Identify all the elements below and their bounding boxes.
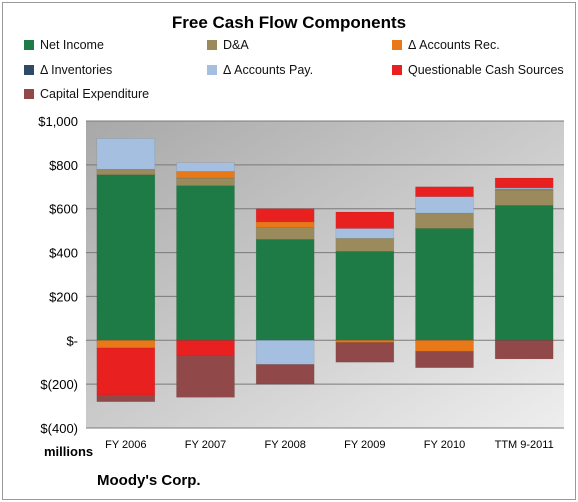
- bar-segment: [176, 171, 235, 179]
- legend-item-inventories: Δ Inventories: [24, 63, 112, 77]
- bar-segment: [415, 350, 474, 368]
- bar-segment: [255, 364, 315, 385]
- bar-segment: [96, 168, 156, 176]
- legend-label-inventories: Δ Inventories: [40, 63, 113, 77]
- x-axis-ticks: FY 2006 FY 2007 FY 2008 FY 2009 FY 2010 TTM 9…: [105, 439, 554, 451]
- y-tick-label: $400: [49, 246, 78, 261]
- bar-segment: [415, 228, 474, 341]
- bar-segment: [335, 339, 395, 343]
- legend-swatch-net-income: [24, 40, 34, 50]
- bar-segment: [255, 227, 315, 240]
- bar-segment: [335, 238, 395, 252]
- bar-segment: [494, 205, 554, 341]
- bar-segment: [96, 394, 156, 402]
- bar-segment: [415, 196, 474, 214]
- legend-label-questionable-cash: Questionable Cash Sources: [408, 63, 564, 77]
- bar-segment: [494, 177, 554, 189]
- legend-item-questionable-cash: Questionable Cash Sources: [392, 63, 564, 77]
- legend-label-net-income: Net Income: [40, 38, 104, 52]
- bar-segment: [494, 339, 554, 360]
- bar-segment: [335, 342, 395, 363]
- bar-segment: [255, 339, 315, 365]
- y-tick-label: $800: [49, 158, 78, 173]
- bar-segment: [96, 138, 156, 170]
- y-tick-label: $1,000: [38, 114, 78, 129]
- bars: [96, 138, 554, 402]
- bar-segment: [176, 339, 235, 356]
- bar-segment: [335, 228, 395, 239]
- legend-swatch-capital-expenditure: [24, 89, 34, 99]
- legend-swatch-d-and-a: [207, 40, 217, 50]
- bar-segment: [96, 339, 156, 349]
- legend-swatch-accounts-rec: [392, 40, 402, 50]
- bar-segment: [335, 251, 395, 341]
- legend-swatch-accounts-pay: [207, 65, 217, 75]
- legend-label-accounts-pay: Δ Accounts Pay.: [223, 63, 314, 77]
- bar-segment: [415, 339, 474, 352]
- x-tick-label: FY 2010: [424, 439, 465, 451]
- x-tick-label: FY 2006: [105, 439, 146, 451]
- y-axis-ticks: $1,000 $800 $600 $400 $200 $- $(200) $(400): [38, 114, 78, 436]
- bar-segment: [96, 174, 156, 341]
- y-tick-label: $200: [49, 289, 78, 304]
- legend-swatch-questionable-cash: [392, 65, 402, 75]
- bar-segment: [494, 189, 554, 206]
- bar-segment: [415, 186, 474, 197]
- y-tick-label: $600: [49, 202, 78, 217]
- bar-segment: [255, 239, 315, 341]
- bar-segment: [176, 177, 235, 186]
- legend-item-capital-expenditure: Capital Expenditure: [24, 87, 149, 101]
- x-tick-label: TTM 9-2011: [495, 439, 554, 451]
- legend-item-accounts-rec: Δ Accounts Rec.: [392, 38, 500, 52]
- bar-segment: [176, 355, 235, 398]
- legend-item-d-and-a: D&A: [207, 38, 249, 52]
- bar-segment: [335, 211, 395, 229]
- bar-segment: [96, 347, 156, 396]
- legend-label-d-and-a: D&A: [223, 38, 249, 52]
- y-tick-label: $-: [66, 333, 78, 348]
- legend-label-accounts-rec: Δ Accounts Rec.: [408, 38, 500, 52]
- unit-label: millions: [44, 444, 93, 459]
- x-tick-label: FY 2009: [344, 439, 385, 451]
- gridlines: [86, 120, 564, 429]
- chart-title: Free Cash Flow Components: [171, 13, 407, 32]
- legend-swatch-inventories: [24, 65, 34, 75]
- plot-area: [86, 121, 564, 428]
- bar-segment: [415, 212, 474, 229]
- y-tick-label: $(200): [40, 377, 78, 392]
- bar-segment: [176, 185, 235, 341]
- bar-segment: [176, 162, 235, 172]
- legend-item-accounts-pay: Δ Accounts Pay.: [207, 63, 313, 77]
- y-tick-label: $(400): [40, 421, 78, 436]
- legend-item-net-income: Net Income: [24, 38, 104, 52]
- bar-segment: [255, 221, 315, 228]
- x-tick-label: FY 2007: [185, 439, 226, 451]
- x-tick-label: FY 2008: [264, 439, 305, 451]
- legend-label-capital-expenditure: Capital Expenditure: [40, 87, 150, 101]
- company-name: Moody's Corp.: [97, 472, 201, 489]
- bar-segment: [255, 208, 315, 223]
